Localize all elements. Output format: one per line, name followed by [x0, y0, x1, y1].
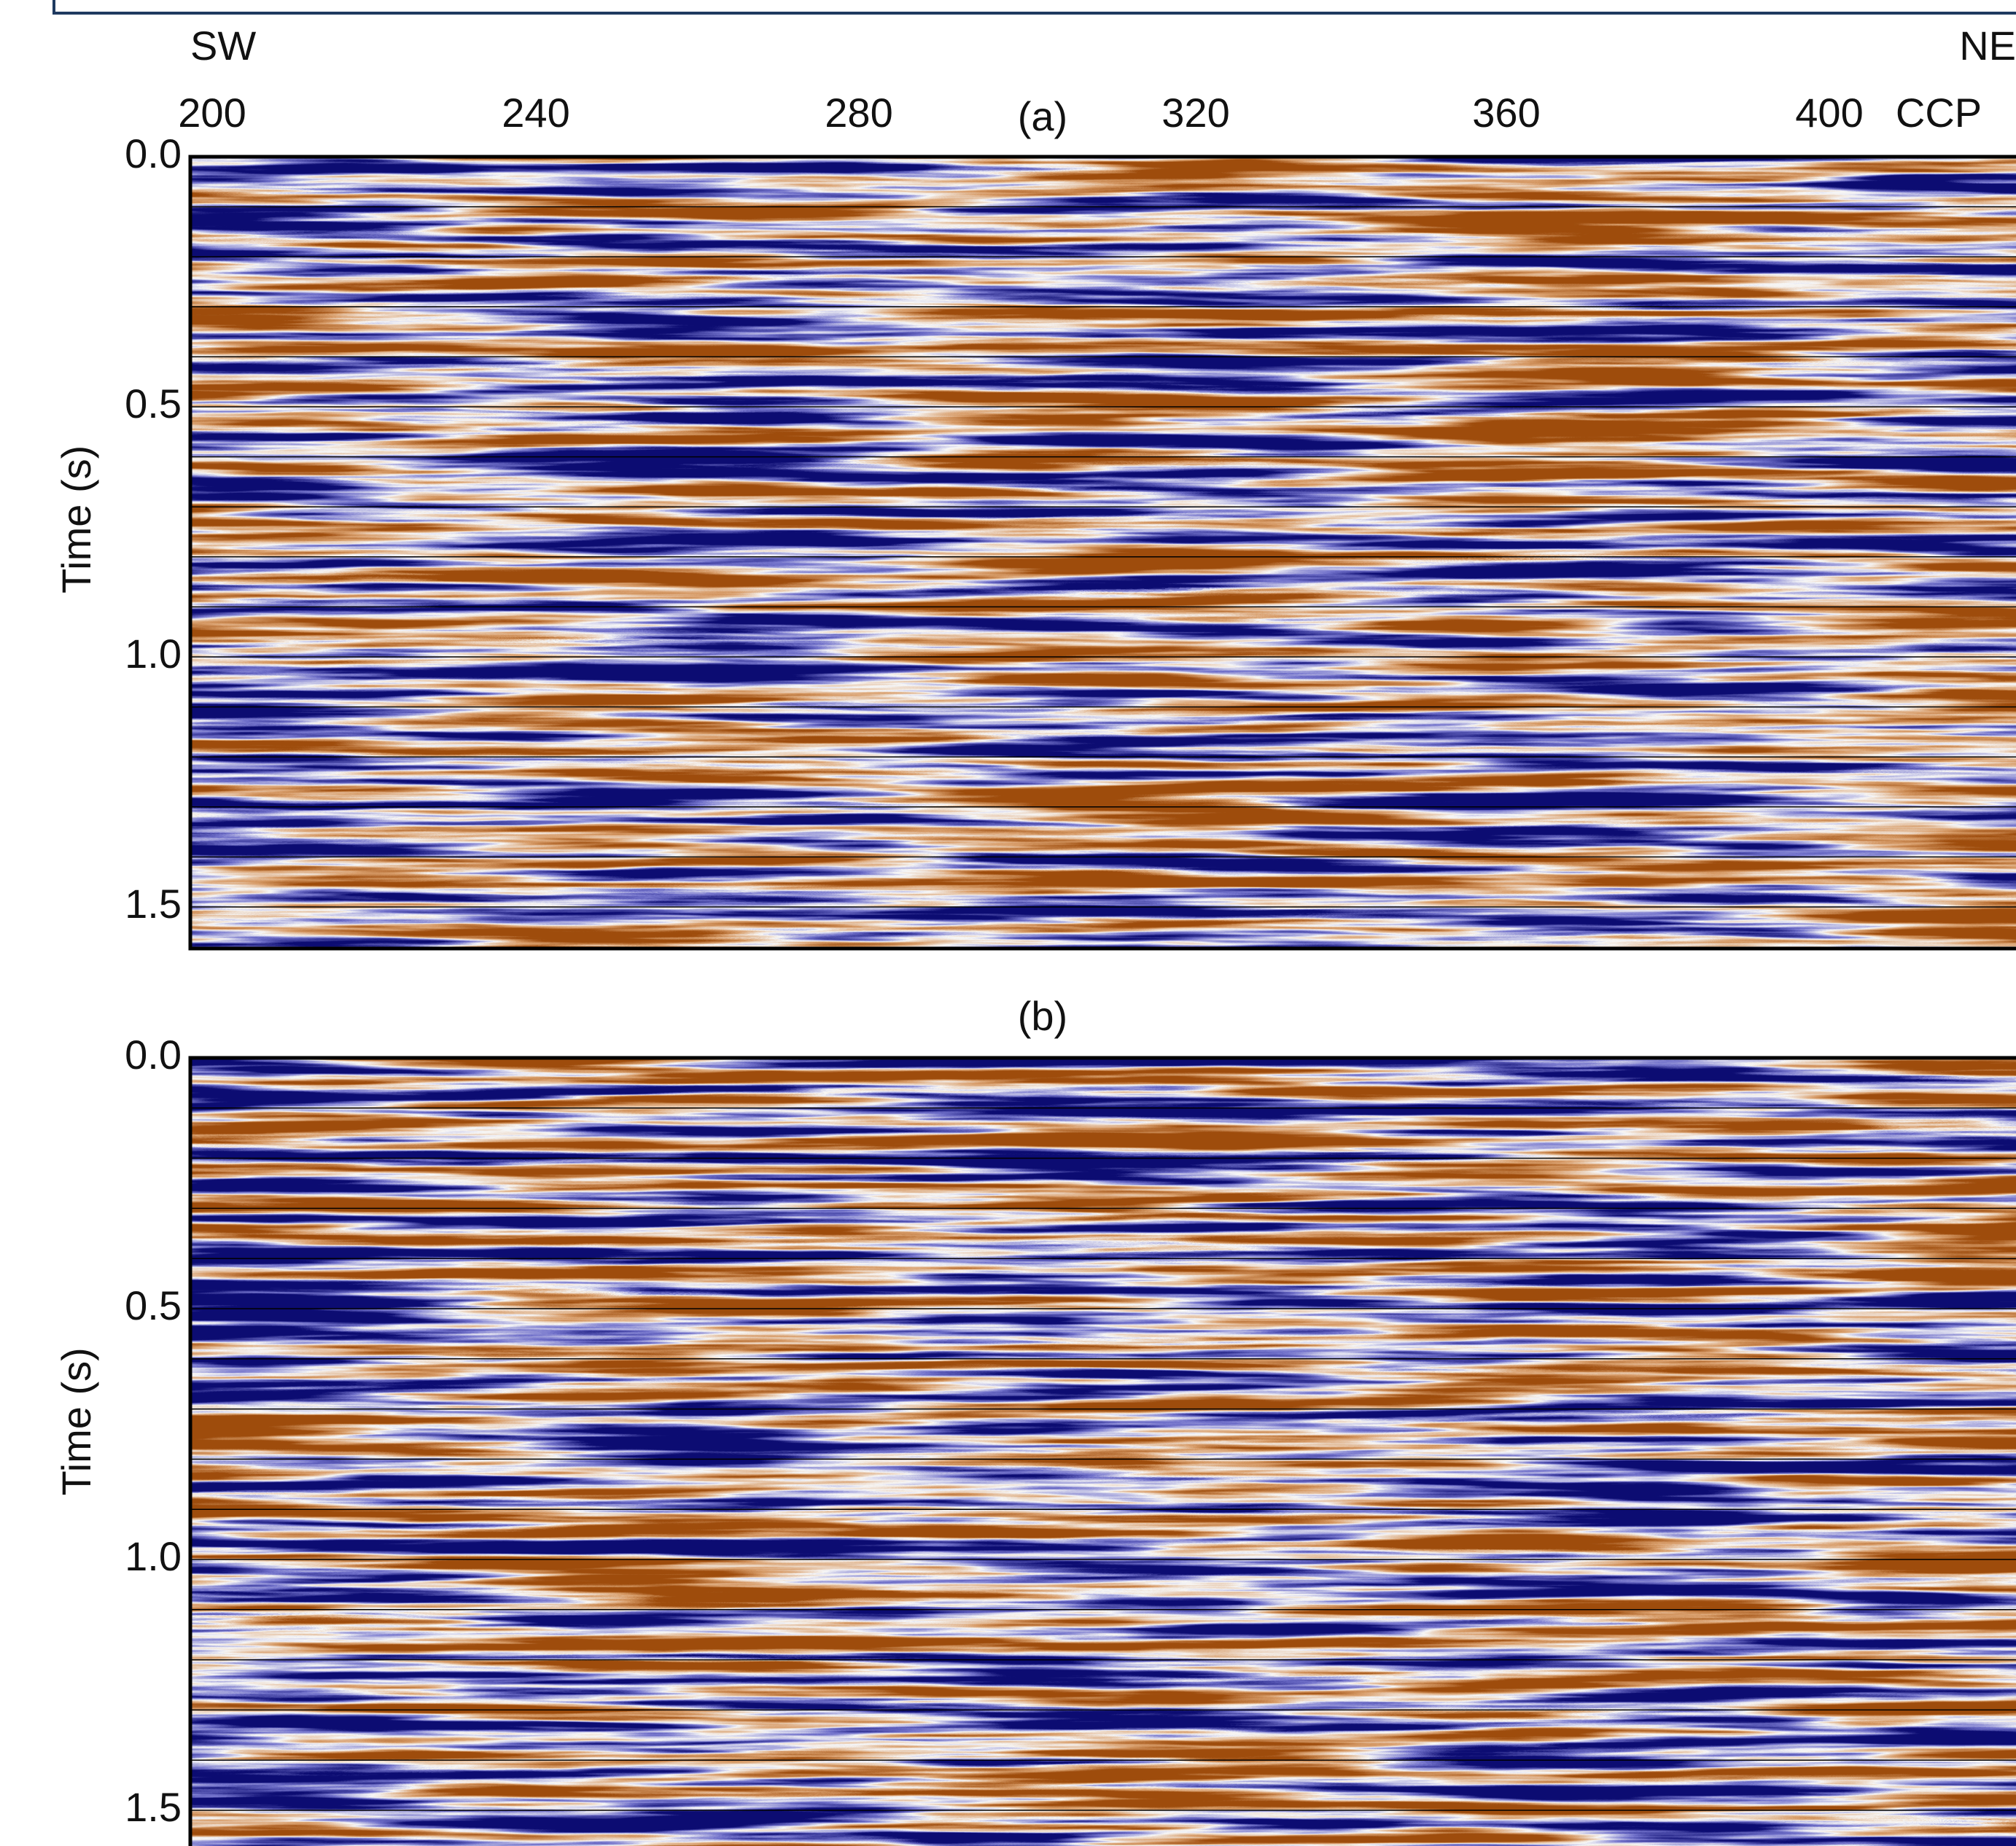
panel-frame — [188, 155, 2016, 951]
y-tick-label: 1.5 — [125, 1784, 182, 1830]
y-tick-label: 0.0 — [125, 131, 182, 176]
x-axis-unit: CCP — [1896, 90, 1982, 136]
x-tick-label: 400 — [1795, 90, 1863, 136]
y-tick-label: 0.5 — [125, 1282, 182, 1328]
y-tick-label: 1.0 — [125, 631, 182, 677]
y-tick-label: 0.0 — [125, 1032, 182, 1078]
direction-left: SW — [190, 23, 256, 69]
panel-frame — [188, 1056, 2016, 1846]
panel-label: (b) — [1018, 993, 1067, 1039]
direction-right: NE — [1959, 23, 2016, 69]
y-axis-title: Time (s) — [53, 1347, 99, 1495]
y-tick-label: 1.0 — [125, 1533, 182, 1579]
panel-label: (a) — [1018, 93, 1067, 139]
y-tick-label: 0.5 — [125, 381, 182, 427]
x-tick-label: 200 — [178, 90, 246, 136]
x-tick-label: 320 — [1161, 90, 1229, 136]
x-tick-label: 280 — [825, 90, 892, 136]
seismic-section — [190, 157, 2016, 949]
seismic-section — [190, 1058, 2016, 1846]
y-tick-label: 1.5 — [125, 881, 182, 927]
x-tick-label: 240 — [502, 90, 569, 136]
x-tick-label: 360 — [1472, 90, 1540, 136]
frame — [52, 0, 2016, 15]
y-axis-title: Time (s) — [53, 445, 99, 593]
